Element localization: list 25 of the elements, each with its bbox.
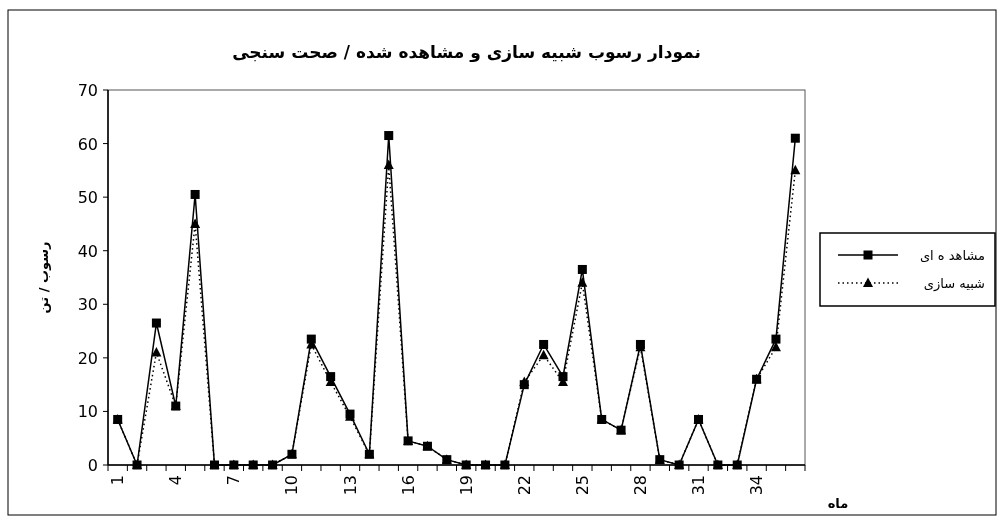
x-tick-label: 25	[572, 475, 592, 496]
y-tick-label: 50	[77, 188, 98, 208]
x-tick-label: 4	[166, 475, 186, 486]
chart-title: نمودار رسوب شبیه سازی و مشاهده شده / صحت سنجی	[232, 42, 701, 63]
legend-label: شبیه سازی	[923, 276, 985, 292]
y-tick-label: 70	[77, 81, 98, 100]
x-tick-label: 22	[514, 475, 534, 496]
x-tick-label: 28	[630, 475, 650, 496]
x-tick-label: 16	[398, 475, 418, 496]
y-tick-label: 10	[77, 402, 98, 422]
x-tick-label: 34	[747, 475, 767, 496]
y-tick-label: 0	[87, 456, 98, 475]
y-tick-label: 60	[77, 134, 98, 154]
x-axis-title: ماه	[827, 496, 849, 511]
x-tick-label: 7	[224, 475, 244, 486]
y-tick-label: 20	[77, 348, 98, 368]
y-tick-label: 40	[77, 241, 98, 261]
x-tick-label: 10	[282, 475, 302, 496]
y-axis-title: رسوب / تن	[36, 241, 51, 314]
y-tick-label: 30	[77, 295, 98, 315]
x-tick-label: 13	[340, 475, 360, 496]
x-tick-label: 31	[689, 475, 709, 496]
x-tick-label: 1	[108, 475, 128, 486]
legend-label: مشاهد ه ای	[919, 248, 985, 263]
x-tick-label: 19	[456, 475, 476, 496]
